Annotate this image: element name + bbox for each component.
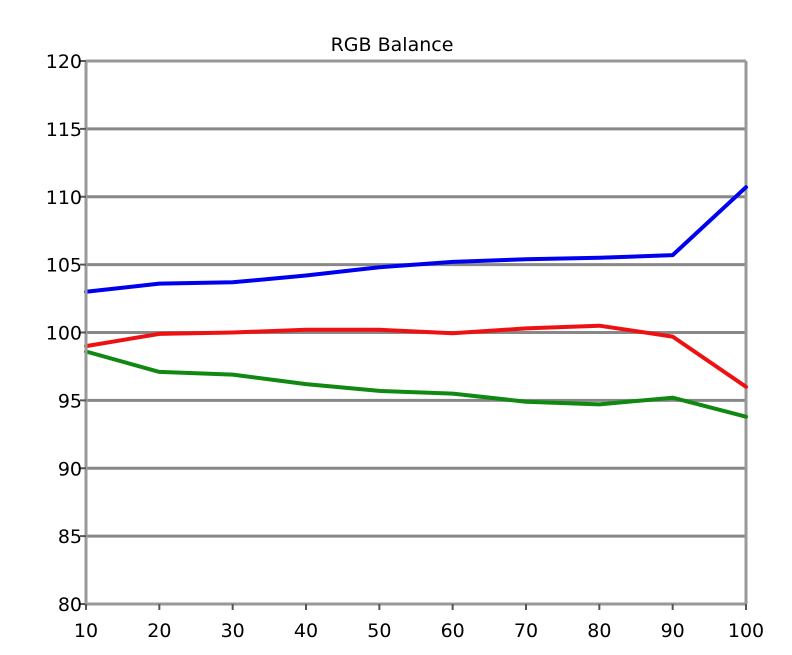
y-tick-label-80: 80 (58, 594, 82, 616)
y-tick-label-105: 105 (46, 255, 82, 277)
x-tick-label-20: 20 (147, 620, 171, 642)
y-tick-label-110: 110 (46, 187, 82, 209)
plot-frame (86, 59, 748, 604)
x-tick-label-50: 50 (367, 620, 391, 642)
x-tick-label-10: 10 (74, 620, 98, 642)
y-tick-label-115: 115 (46, 119, 82, 141)
x-tick-label-70: 70 (514, 620, 538, 642)
series-line-2 (84, 349, 748, 419)
chart-title: RGB Balance (331, 34, 454, 56)
y-tick-label-90: 90 (58, 458, 82, 480)
y-axis: 80 85 90 95 100 105 110 115 120 (46, 51, 88, 616)
y-tick-label-95: 95 (58, 390, 82, 412)
x-tick-label-100: 100 (728, 620, 764, 642)
series-line-0 (84, 185, 748, 294)
x-tick-label-80: 80 (587, 620, 611, 642)
x-tick-label-90: 90 (661, 620, 685, 642)
y-tick-label-85: 85 (58, 526, 82, 548)
x-axis: 10 20 30 40 50 60 70 80 90 100 (74, 602, 764, 642)
y-tick-label-120: 120 (46, 51, 82, 73)
series-line-1 (84, 323, 748, 389)
x-tick-label-40: 40 (294, 620, 318, 642)
series-layer (84, 185, 748, 419)
x-tick-label-60: 60 (441, 620, 465, 642)
x-tick-label-30: 30 (221, 620, 245, 642)
y-tick-label-100: 100 (46, 323, 82, 345)
